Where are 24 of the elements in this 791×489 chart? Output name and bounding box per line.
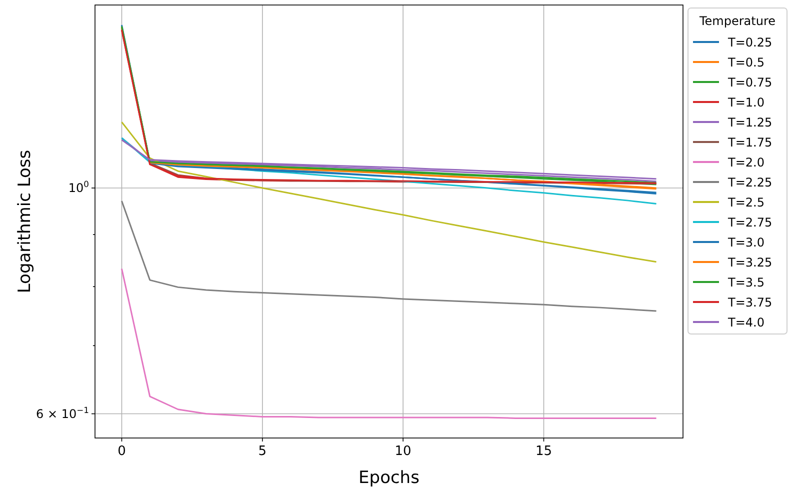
legend-label: T=2.5 xyxy=(727,196,764,210)
x-tick-label: 0 xyxy=(118,444,126,459)
x-tick-label: 15 xyxy=(535,444,552,459)
y-tick-label: 6 × 10$^{−1}$ xyxy=(36,404,89,421)
legend-label: T=4.0 xyxy=(727,316,764,330)
x-axis-title: Epochs xyxy=(358,468,420,488)
legend-label: T=3.75 xyxy=(727,296,772,310)
legend-label: T=3.5 xyxy=(727,276,764,290)
legend-label: T=1.25 xyxy=(727,116,772,130)
legend-label: T=0.5 xyxy=(727,56,764,70)
legend-label: T=1.0 xyxy=(727,96,764,110)
legend-label: T=3.25 xyxy=(727,256,772,270)
x-tick-label: 5 xyxy=(258,444,267,459)
legend-label: T=2.75 xyxy=(727,216,772,230)
legend-label: T=3.0 xyxy=(727,236,764,250)
y-tick-label: 10$^{0}$ xyxy=(68,179,89,196)
legend-label: T=2.25 xyxy=(727,176,772,190)
legend-label: T=0.75 xyxy=(727,76,772,90)
x-tick-label: 10 xyxy=(394,444,412,459)
legend-label: T=0.25 xyxy=(727,36,772,50)
legend-label: T=1.75 xyxy=(727,136,772,150)
legend-label: T=2.0 xyxy=(727,156,764,170)
y-axis-title: Logarithmic Loss xyxy=(15,150,35,294)
legend-title: Temperature xyxy=(698,14,776,28)
